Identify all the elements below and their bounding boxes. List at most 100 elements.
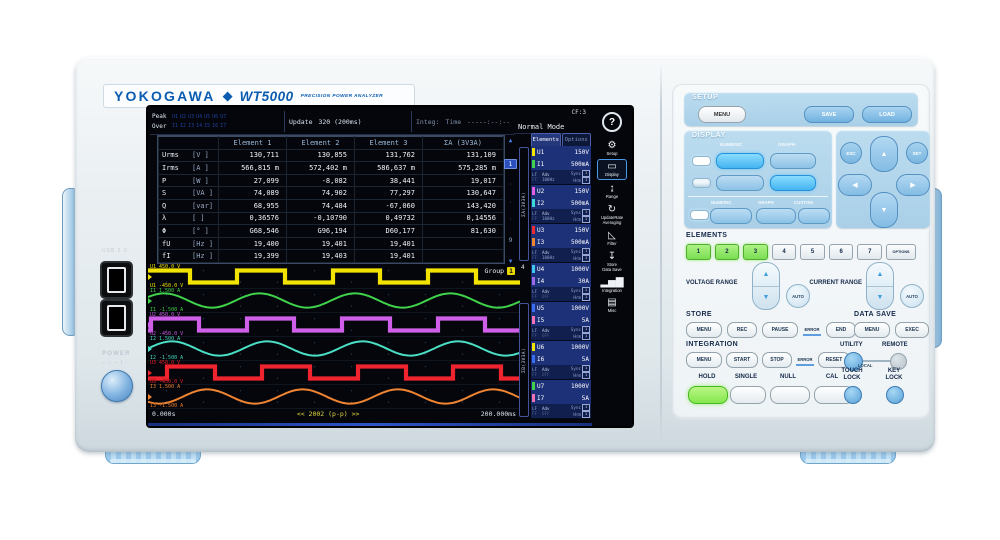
zero-marker: [148, 345, 152, 352]
value-cell: -8,082: [286, 173, 355, 188]
store-rec-button[interactable]: REC: [727, 322, 757, 338]
remote-indicator[interactable]: [890, 353, 907, 370]
element-4-entry[interactable]: U4 1000V I4 30A LF FF Adv OFF Sync 1 Hrm 1: [531, 263, 591, 302]
misc-icon[interactable]: ▤ Misc: [607, 297, 617, 314]
page-item-·[interactable]: ·: [508, 216, 513, 223]
hold-button[interactable]: [688, 386, 728, 404]
single-button[interactable]: [730, 386, 766, 404]
voltage-range-up[interactable]: ▲: [753, 263, 779, 287]
set-button[interactable]: SET: [906, 142, 928, 164]
setup-title: SETUP: [692, 94, 719, 101]
key-lock-button[interactable]: [886, 386, 904, 404]
display-row3-indicator[interactable]: [690, 210, 709, 220]
setup-icon[interactable]: ⚙ Setup: [606, 139, 618, 156]
display-row1-indicator[interactable]: [692, 156, 711, 166]
current-range-down[interactable]: ▼: [876, 294, 884, 302]
page-item-·[interactable]: ·: [508, 181, 513, 188]
value-cell: 19,401: [354, 249, 423, 263]
status-divider: [411, 111, 412, 132]
data-save-exec-button[interactable]: EXEC: [895, 322, 929, 338]
over-indicator: I7: [220, 122, 227, 129]
filter-icon[interactable]: ◺ Filter: [607, 229, 617, 246]
group-badge[interactable]: Group 1: [485, 267, 515, 275]
load-button[interactable]: LOAD: [862, 106, 912, 123]
tab-elements[interactable]: Elements: [531, 133, 561, 146]
page-up-button[interactable]: ▲: [508, 137, 513, 144]
numeric-display-button-1[interactable]: [716, 153, 764, 169]
value-cell: 130,855: [286, 148, 355, 163]
element-1-entry[interactable]: U1 150V I1 500mA LF FF Adv 100Hz Sync 1 Hrm 1: [531, 146, 591, 185]
voltage-range-down[interactable]: ▼: [762, 294, 770, 302]
arrow-up-button[interactable]: ▲: [870, 136, 898, 172]
element-3-entry[interactable]: U3 150V I3 500mA LF FF Adv 100Hz Sync 1 Hrm 1: [531, 224, 591, 263]
setup-menu-button[interactable]: MENU: [698, 106, 746, 123]
page-item-·[interactable]: ·: [508, 198, 513, 206]
data-save-menu-button[interactable]: MENU: [854, 322, 890, 338]
element-1-button[interactable]: 1: [686, 244, 711, 260]
element-6-entry[interactable]: U6 1000V I6 5A LF FF Adv OFF Sync 1 Hrm 1: [531, 341, 591, 380]
row-unit: [Hz ]: [192, 249, 219, 263]
numeric-display-button-2[interactable]: [716, 175, 764, 191]
arrow-left-button[interactable]: ◀: [838, 174, 872, 196]
usb-port-2[interactable]: [100, 299, 133, 337]
arrow-right-button[interactable]: ▶: [896, 174, 930, 196]
channel-color-chip: [532, 382, 535, 390]
graph-display-button-1[interactable]: [770, 153, 816, 169]
store-data-save-icon[interactable]: ↧ Store Data Save: [602, 250, 622, 272]
numeric-display-button-3[interactable]: [710, 208, 752, 224]
integration-menu-button[interactable]: MENU: [686, 352, 722, 368]
esc-button[interactable]: ESC: [840, 142, 862, 164]
element-7-button[interactable]: 7: [857, 244, 883, 260]
utility-button[interactable]: [844, 352, 863, 371]
page-down-button[interactable]: ▼: [508, 258, 513, 265]
display-row2-indicator[interactable]: [692, 178, 711, 188]
current-auto-button[interactable]: AUTO: [900, 284, 924, 308]
page-item-1[interactable]: 1: [504, 158, 517, 169]
null-button[interactable]: [770, 386, 810, 404]
value-cell: D60,177: [354, 224, 423, 238]
voltage-auto-button[interactable]: AUTO: [786, 284, 810, 308]
graph-display-button-2[interactable]: [770, 175, 816, 191]
over-indicator: I1: [172, 122, 179, 129]
store-end-button[interactable]: END: [826, 322, 856, 338]
row-label: λ: [158, 211, 192, 226]
element-6-button[interactable]: 6: [828, 244, 854, 260]
integration-stop-button[interactable]: STOP: [762, 352, 792, 368]
element-5-entry[interactable]: U5 1000V I5 5A LF FF Adv OFF Sync 1 Hrm 1: [531, 302, 591, 341]
row-unit: [Hz ]: [192, 236, 219, 251]
save-button[interactable]: SAVE: [804, 106, 854, 123]
value-cell: 74,484: [286, 198, 355, 213]
graph-label-bottom: GRAPH: [758, 200, 774, 205]
store-menu-button[interactable]: MENU: [686, 322, 722, 338]
element-7-entry[interactable]: U7 1000V I7 5A LF FF Adv OFF Sync 1 Hrm 1: [531, 380, 591, 419]
current-range-rocker[interactable]: ▲ ▼: [866, 262, 894, 310]
update-rate-averaging-icon[interactable]: ↻ UpdateRate Averaging: [600, 203, 624, 225]
element-2-button[interactable]: 2: [714, 244, 740, 260]
voltage-range-rocker[interactable]: ▲ ▼: [752, 262, 780, 310]
panel-seam: [660, 62, 662, 447]
integration-start-button[interactable]: START: [726, 352, 758, 368]
element-2-entry[interactable]: U2 150V I2 500mA LF FF Adv 100Hz Sync 1 Hrm 1: [531, 185, 591, 224]
element-3-button[interactable]: 3: [743, 244, 768, 260]
touch-lock-button[interactable]: [844, 386, 862, 404]
display-icon[interactable]: ▭ Display: [597, 159, 627, 180]
custom-display-button[interactable]: [798, 208, 830, 224]
element-4-button[interactable]: 4: [771, 244, 797, 260]
current-range-up[interactable]: ▲: [867, 263, 893, 287]
arrow-down-button[interactable]: ▼: [870, 192, 898, 228]
power-button[interactable]: [101, 370, 133, 402]
help-icon[interactable]: ?: [602, 112, 622, 132]
range-icon[interactable]: ↨ Range: [605, 183, 619, 199]
graph-display-button-3[interactable]: [756, 208, 796, 224]
usb-port-1[interactable]: [100, 261, 133, 299]
store-pause-button[interactable]: PAUSE: [762, 322, 798, 338]
page-item-9[interactable]: 9: [508, 235, 513, 244]
value-cell: -67,060: [354, 198, 423, 213]
integration-icon[interactable]: ▂▅▇ Integration: [600, 276, 624, 293]
element-options-button[interactable]: OPTIONS: [886, 244, 917, 260]
element-5-button[interactable]: 5: [800, 244, 825, 260]
page-strip[interactable]: ▲ 1 · · · 9 ▼: [504, 136, 517, 266]
channel-row: I6 5A: [531, 353, 591, 365]
tab-options[interactable]: Options: [561, 133, 591, 146]
